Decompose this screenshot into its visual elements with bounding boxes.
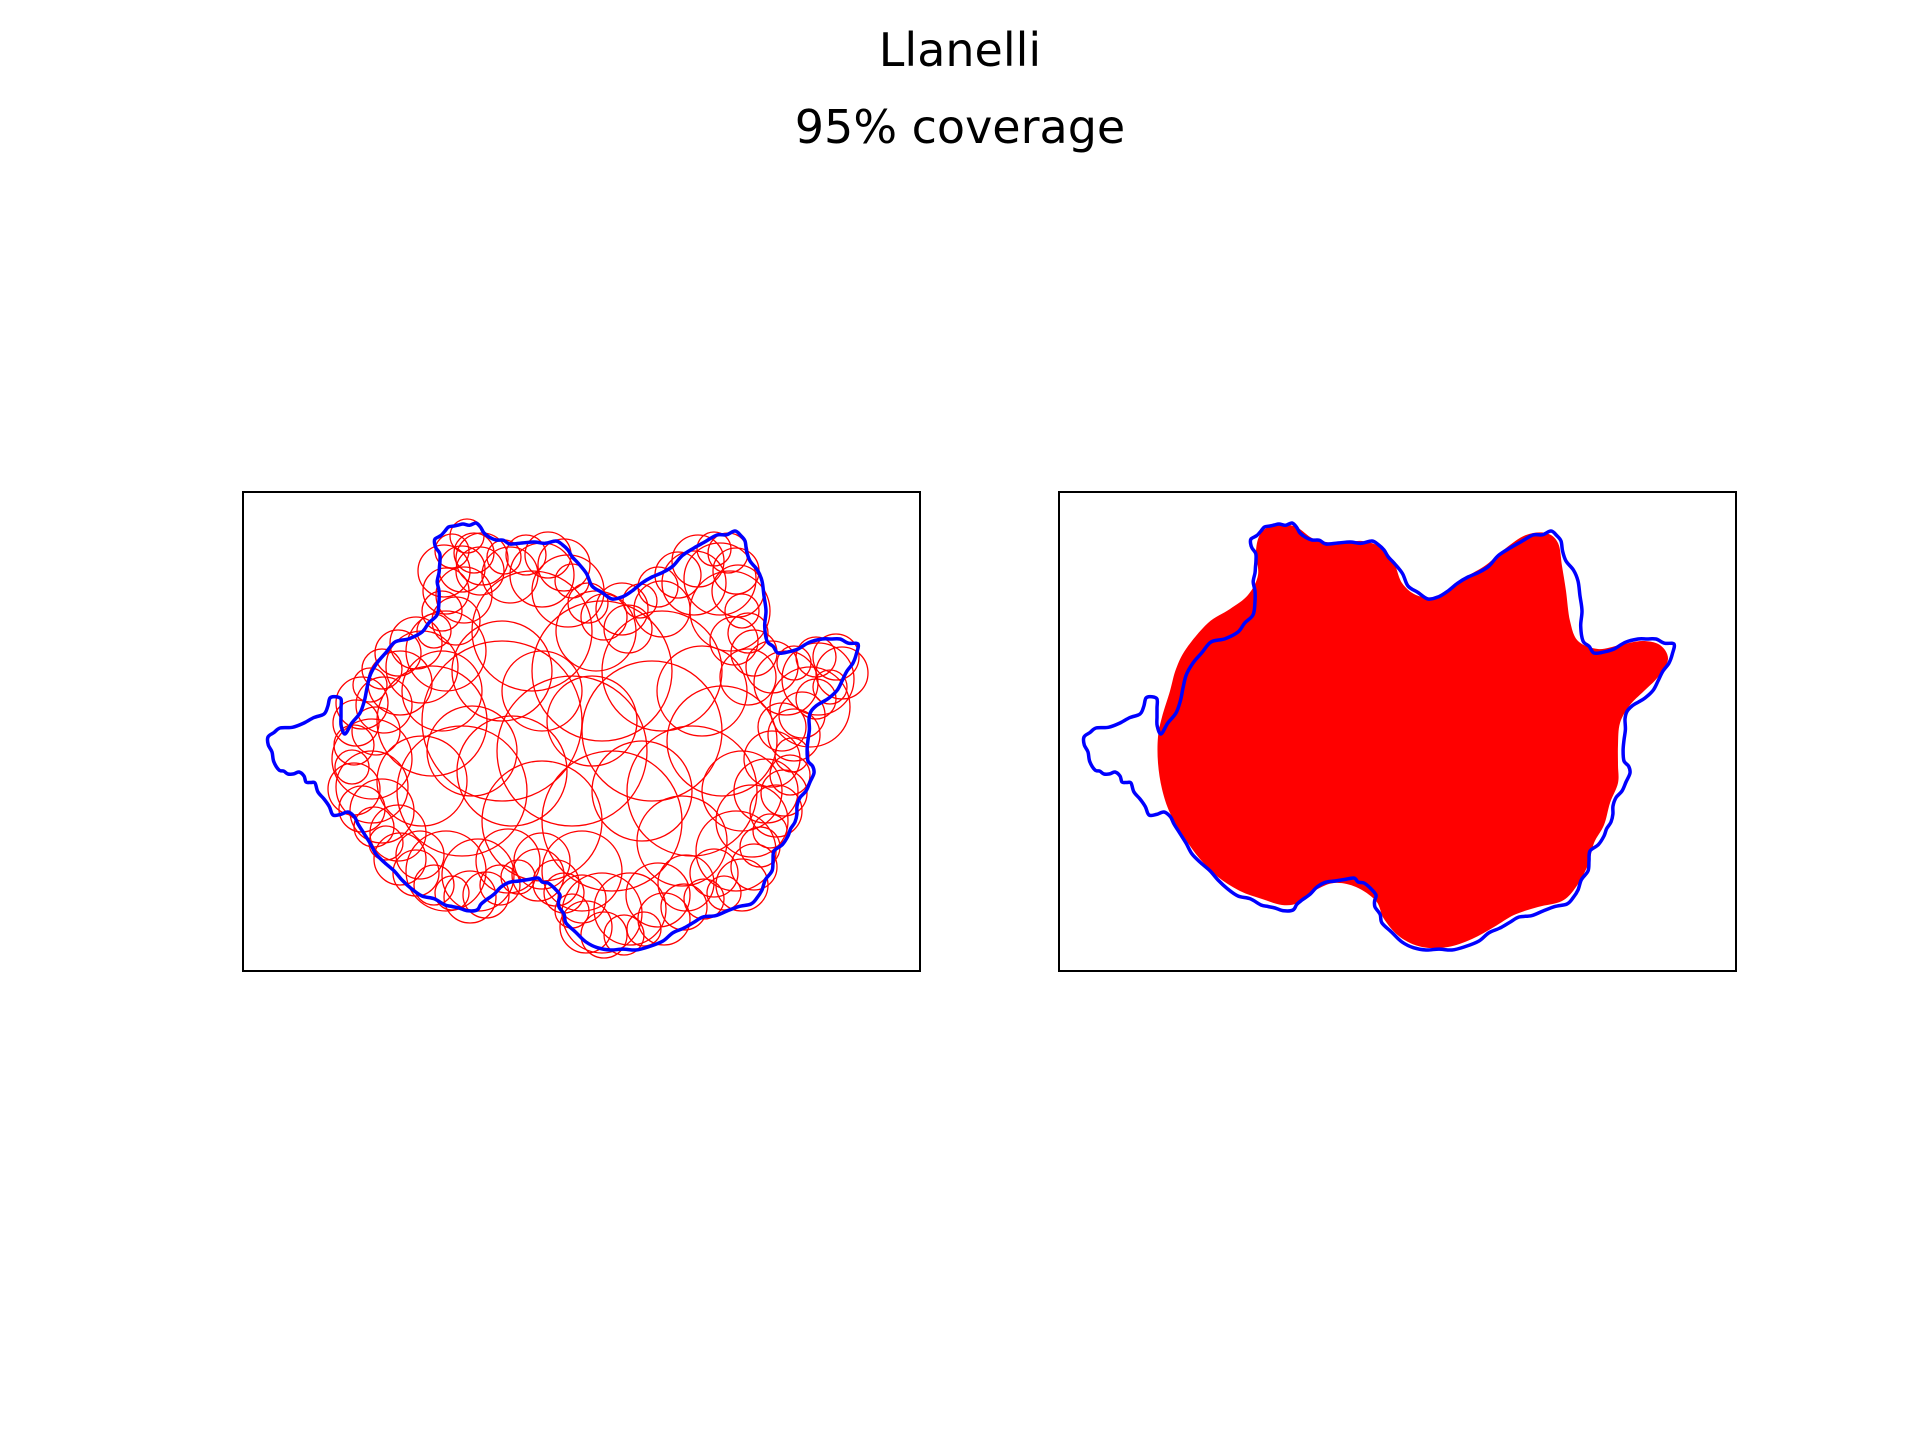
coverage-circle: [376, 665, 488, 777]
coverage-circle: [778, 691, 826, 739]
coverage-circle: [666, 685, 778, 797]
coverage-circle: [334, 749, 370, 785]
coverage-circle: [749, 784, 803, 838]
coverage-circle: [537, 538, 591, 592]
circle-coverage-panel: [242, 491, 921, 972]
coverage-circle: [453, 532, 495, 574]
coverage-circle: [335, 676, 389, 730]
coverage-fill: [1157, 523, 1669, 949]
coverage-circle: [626, 911, 662, 947]
coverage-circle: [333, 724, 375, 766]
coverage-circle: [496, 675, 648, 827]
coverage-circle: [481, 546, 539, 604]
coverage-circle: [595, 582, 649, 636]
coverage-circle: [475, 828, 541, 894]
coverage-circle: [479, 864, 521, 906]
coverage-circle: [603, 604, 653, 654]
coverage-circle: [405, 610, 487, 692]
coverage-circle: [421, 640, 583, 802]
coverage-circle: [730, 843, 778, 891]
coverage-circle: [531, 600, 673, 742]
coverage-circle: [546, 675, 638, 767]
coverage-circle: [541, 830, 623, 912]
coverage-circle: [443, 870, 497, 924]
coverage-circle: [413, 864, 455, 906]
coverage-circle: [405, 830, 487, 912]
coverage-circle: [531, 554, 605, 628]
coverage-circle: [455, 546, 505, 596]
coverage-circle: [376, 735, 468, 827]
filled-coverage-plot: [1081, 521, 1677, 952]
coverage-circle: [724, 593, 760, 629]
coverage-circle: [555, 590, 637, 672]
coverage-circle: [591, 740, 693, 842]
filled-coverage-panel: [1058, 491, 1737, 972]
coverage-circle: [505, 534, 547, 576]
coverage-circle: [815, 646, 869, 700]
coverage-circle: [661, 550, 727, 616]
coverage-circle: [660, 883, 708, 931]
coverage-circle: [626, 725, 758, 857]
coverage-circle: [434, 533, 470, 569]
coverage-circle: [335, 750, 409, 824]
coverage-circle: [683, 542, 757, 616]
coverage-circle: [349, 778, 415, 844]
coverage-circle: [456, 715, 568, 827]
coverage-circle: [637, 892, 691, 946]
coverage-circle: [389, 616, 443, 670]
coverage-circle: [401, 650, 483, 732]
coverage-circle: [392, 849, 440, 897]
coverage-circle: [351, 706, 401, 756]
coverage-circle: [757, 702, 807, 752]
coverage-circle: [355, 676, 413, 734]
coverage-circle: [636, 795, 728, 887]
coverage-circle: [417, 544, 471, 598]
coverage-circle: [603, 914, 645, 956]
coverage-circle: [435, 566, 493, 624]
coverage-circle: [767, 708, 821, 762]
coverage-circle: [501, 650, 583, 732]
coverage-circle: [625, 862, 691, 928]
circle-coverage-plot: [265, 518, 869, 959]
coverage-circle: [422, 567, 470, 615]
coverage-circle: [727, 612, 769, 654]
region-boundary: [1081, 521, 1677, 952]
coverage-circle: [730, 629, 778, 677]
coverage-circle: [689, 848, 739, 898]
coverage-circle: [513, 832, 571, 890]
coverage-circle: [451, 620, 553, 722]
region-boundary: [265, 521, 861, 952]
coverage-circle: [580, 911, 628, 959]
coverage-circle: [421, 590, 463, 632]
coverage-circle: [395, 830, 445, 880]
coverage-circle: [812, 633, 860, 681]
coverage-circle: [812, 669, 848, 705]
coverage-circle: [361, 648, 403, 690]
coverage-circle: [426, 705, 518, 797]
figure-title: Llanelli: [878, 23, 1042, 77]
coverage-circles: [327, 518, 869, 959]
coverage-circle: [719, 648, 777, 706]
coverage-circle: [706, 875, 742, 911]
coverage-circle: [656, 645, 748, 737]
coverage-circle: [352, 667, 388, 703]
coverage-circle: [689, 570, 771, 652]
coverage-circle: [601, 610, 723, 732]
coverage-circle: [743, 730, 801, 788]
coverage-circle: [374, 629, 422, 677]
coverage-circle: [509, 542, 575, 608]
figure-subtitle: 95% coverage: [794, 100, 1126, 154]
coverage-circle: [331, 718, 413, 800]
coverage-circle: [795, 678, 837, 720]
coverage-circle: [769, 666, 851, 748]
coverage-circle: [760, 769, 808, 817]
coverage-circle: [709, 616, 759, 666]
coverage-circle: [701, 750, 783, 832]
